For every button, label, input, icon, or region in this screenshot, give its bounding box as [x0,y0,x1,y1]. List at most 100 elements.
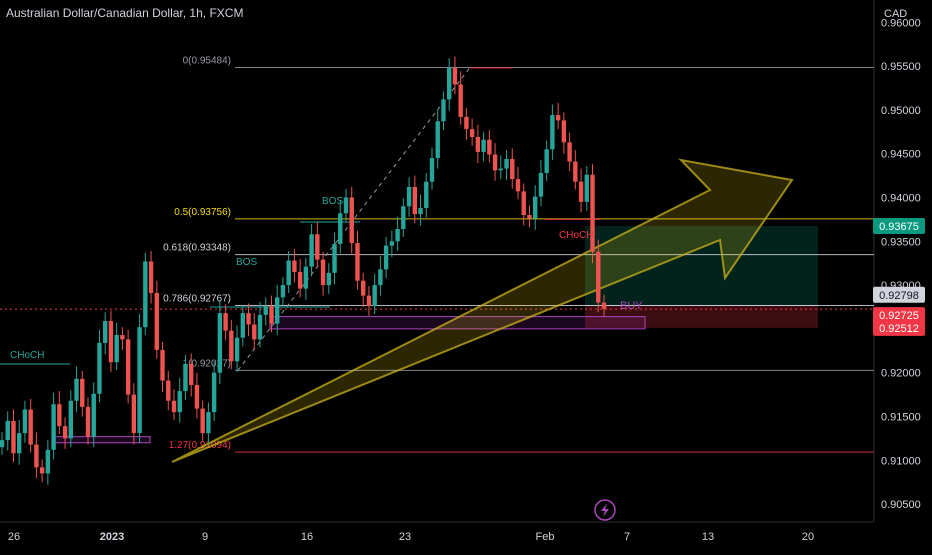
candle-body [447,67,452,100]
candle-body [378,269,383,286]
candle-body [458,84,463,117]
candle-body [544,149,549,173]
structure-label: BOS [322,196,343,207]
price-badge [873,319,925,336]
candle-body [469,129,475,138]
candle-body [452,67,458,85]
candle-body [275,297,280,324]
candle-body [234,337,240,362]
candle-body [11,420,16,454]
price-badge [873,217,925,234]
candle-body [475,137,481,152]
candle-body [303,266,309,289]
candle-body [573,161,578,182]
candle-body [567,142,572,162]
candle-body [596,251,601,303]
price-tick-label: 0.91500 [881,412,921,424]
structure-label: BOS [236,257,257,268]
candle-body [74,378,79,401]
time-tick-label: Feb [536,531,555,543]
candle-body [154,292,159,350]
candle-body [177,391,182,413]
price-badge-label: 0.93675 [879,221,919,233]
time-tick-label: 23 [399,531,411,543]
candle-body [441,99,446,122]
candle-body [538,172,544,197]
candle-body [39,467,45,474]
candle-body [315,234,320,260]
candle-body [171,400,177,413]
candle-body [229,330,234,362]
time-tick-label: 7 [624,531,630,543]
candle-body [120,335,125,340]
fib-level-label: 0.618(0.93348) [163,243,231,254]
candle-body [34,444,39,468]
candle-body [5,420,10,441]
candle-body [343,197,349,214]
time-tick-label: 13 [702,531,714,543]
candle-body [131,394,137,434]
price-tick-label: 0.95000 [881,105,921,117]
candle-body [515,179,521,192]
candle-body [326,272,331,286]
candle-body [297,271,303,289]
candle-body [217,313,223,373]
candle-body [601,302,607,309]
candle-body [555,115,561,121]
candle-body [578,181,584,202]
candle-body [435,121,440,159]
candle-body [286,260,291,286]
candle-body [464,116,469,130]
candle-body [194,384,200,409]
candle-body [550,115,555,150]
candle-body [51,404,56,450]
candle-body [309,234,314,267]
candle-body [504,158,509,169]
chart-title: Australian Dollar/Canadian Dollar, 1h, F… [6,6,244,20]
price-tick-label: 0.90500 [881,499,921,511]
candle-body [372,285,377,307]
candle-body [103,321,108,343]
lightning-icon-glyph [601,503,609,517]
price-badge-label: 0.92725 [879,310,919,322]
take-profit-zone [585,225,818,306]
candle-body [97,342,102,394]
candle-body [292,260,297,272]
candle-body [418,207,423,215]
lightning-icon [594,499,616,521]
candle-body [481,139,486,152]
candle-body [269,306,274,324]
candle-body [487,139,492,155]
candle-body [338,213,343,244]
fib-level-label: 0.5(0.93756) [174,207,231,218]
fib-level-label: 0(0.95484) [183,55,231,66]
trend-arrow [171,158,794,463]
candle-body [590,174,595,252]
candle-body [91,393,96,437]
candle-body [383,245,389,270]
candle-body [349,197,354,244]
candle-body [114,335,119,363]
candle-body [246,313,251,325]
candle-body [498,168,503,171]
candle-body [252,324,257,340]
price-tick-label: 0.92000 [881,368,921,380]
candle-body [521,191,526,216]
time-tick-label: 20 [802,531,814,543]
candle-body [223,313,228,331]
candle-body [240,313,245,338]
price-tick-label: 0.94000 [881,192,921,204]
candle-body [125,339,131,395]
candle-body [366,295,372,307]
candle-body [17,433,22,454]
candle-body [424,181,429,208]
candle-body [429,158,435,182]
candle-body [85,406,91,437]
structure-label: CHoCH [10,350,44,361]
price-tick-label: 0.91000 [881,455,921,467]
candle-body [160,349,165,381]
candle-body [533,196,538,219]
candle-body [108,321,114,363]
